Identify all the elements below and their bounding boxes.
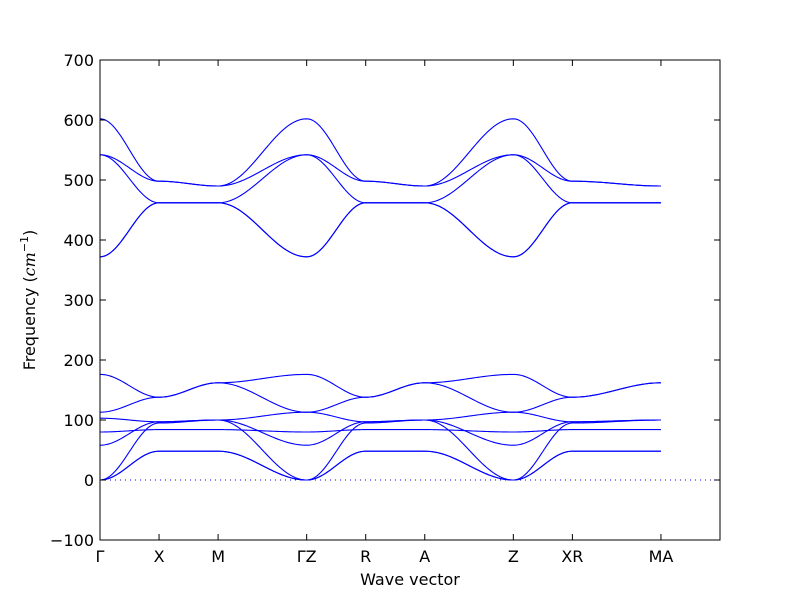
x-tick-label: M [211,547,225,566]
y-axis-label-close: ) [20,230,39,236]
band-1 [99,450,661,481]
y-tick-label: 0 [84,471,94,490]
phonon-bands [99,118,661,481]
y-tick-label: 600 [63,111,94,130]
y-tick-label: −100 [50,531,94,550]
band-7 [99,373,661,398]
x-axis-label: Wave vector [360,570,460,589]
x-tick-label: Z [508,547,519,566]
band-3 [99,419,661,446]
y-tick-label: 300 [63,291,94,310]
x-tick-label: A [419,547,430,566]
x-tick-label: XR [561,547,583,566]
y-axis-label-sup: −1 [18,236,31,252]
y-axis-label-text: Frequency ( [20,276,39,370]
band-2 [99,419,661,481]
band-0 [99,450,661,481]
y-axis-ticks: −100 0 100 200 300 400 500 600 700 [50,51,720,550]
y-axis-label: Frequency (cm−1) [18,230,39,371]
band-9 [99,202,661,258]
y-axis-label-math: cm [20,252,39,276]
x-tick-label: MA [649,547,674,566]
band-4 [100,429,661,433]
band-12 [99,118,661,187]
x-tick-label: ΓZ [297,547,317,566]
y-tick-label: 400 [63,231,94,250]
y-tick-label: 200 [63,351,94,370]
y-tick-label: 500 [63,171,94,190]
y-tick-label: 700 [63,51,94,70]
x-axis-ticks: Γ X M ΓZ R A Z XR MA [96,60,674,566]
band-10 [99,154,661,204]
x-tick-label: X [154,547,165,566]
x-tick-label: R [360,547,371,566]
plot-frame [99,59,721,541]
x-tick-label: Γ [96,547,105,566]
band-5 [99,411,661,423]
band-8 [99,202,661,258]
y-tick-label: 100 [63,411,94,430]
